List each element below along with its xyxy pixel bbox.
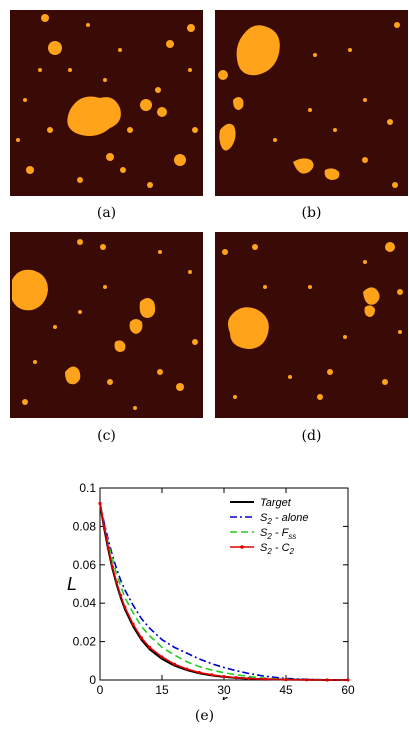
panel-e-caption: (e) (194, 708, 215, 724)
series-point (185, 667, 189, 671)
x-tick-label: 45 (279, 683, 293, 697)
series-point (247, 676, 251, 681)
series-point (123, 605, 127, 609)
series-line-3 (99, 503, 348, 681)
series-point (98, 501, 102, 505)
panel-a-caption: (a) (96, 205, 117, 221)
series-point (197, 670, 201, 675)
x-tick-label: 60 (341, 683, 355, 697)
series-line-1 (99, 503, 348, 681)
panel-b-caption: (b) (301, 205, 322, 221)
x-axis-label: r (221, 691, 228, 700)
legend-label: S2 - alone (260, 512, 309, 526)
series-point (234, 676, 238, 680)
series-point (305, 678, 309, 682)
y-tick-label: 0 (89, 673, 96, 687)
micrograph-a (10, 10, 203, 196)
plot-frame (99, 487, 349, 681)
series-point (160, 655, 164, 659)
y-tick-label: 0.08 (73, 519, 97, 533)
legend-label: S2 - C2 (260, 542, 295, 556)
micrograph-panel-a (10, 10, 203, 196)
legend-label: S2 - Fss (260, 527, 296, 541)
micrograph-panel-d (215, 232, 408, 418)
y-tick-label: 0.1 (79, 481, 96, 495)
series-point (119, 593, 123, 598)
legend-label: Target (260, 497, 292, 509)
micrograph-d (215, 232, 408, 418)
series-point (222, 674, 226, 679)
series-point (210, 673, 214, 677)
series-line-4 (99, 503, 348, 681)
y-axis-label: L (67, 574, 77, 594)
micrograph-b (215, 10, 408, 196)
series-line-2 (99, 503, 349, 681)
series-point (263, 677, 267, 681)
x-tick-label: 15 (155, 683, 169, 697)
y-tick-label: 0.04 (73, 596, 97, 610)
series-point (102, 524, 106, 528)
micrograph-panel-c (10, 232, 203, 418)
series-point (325, 678, 329, 682)
series-point (131, 622, 135, 626)
y-tick-label: 0.06 (73, 558, 97, 572)
series-point (284, 678, 288, 682)
series-point (346, 678, 350, 682)
x-tick-label: 30 (217, 683, 231, 697)
x-tick-label: 0 (97, 683, 104, 697)
series-point (106, 545, 110, 550)
panel-d-caption: (d) (301, 428, 322, 444)
series-point (110, 565, 114, 569)
y-tick-label: 0.02 (73, 635, 97, 649)
chart-svg: 0 15 30 45 60 0 0.02 0.04 0.06 0.08 0.1 r L Target S2 … (67, 481, 355, 711)
legend-marker (240, 545, 244, 549)
lineal-path-chart: 0 15 30 45 60 0 0.02 0.04 0.06 0.08 0.1 r L Target S2 … (60, 480, 360, 711)
panel-c-caption: (c) (97, 428, 116, 444)
series-point (172, 662, 176, 666)
series-point (139, 636, 143, 640)
series-point (114, 580, 119, 584)
series-point (148, 645, 152, 649)
micrograph-panel-b (215, 10, 408, 196)
micrograph-c (10, 232, 203, 418)
